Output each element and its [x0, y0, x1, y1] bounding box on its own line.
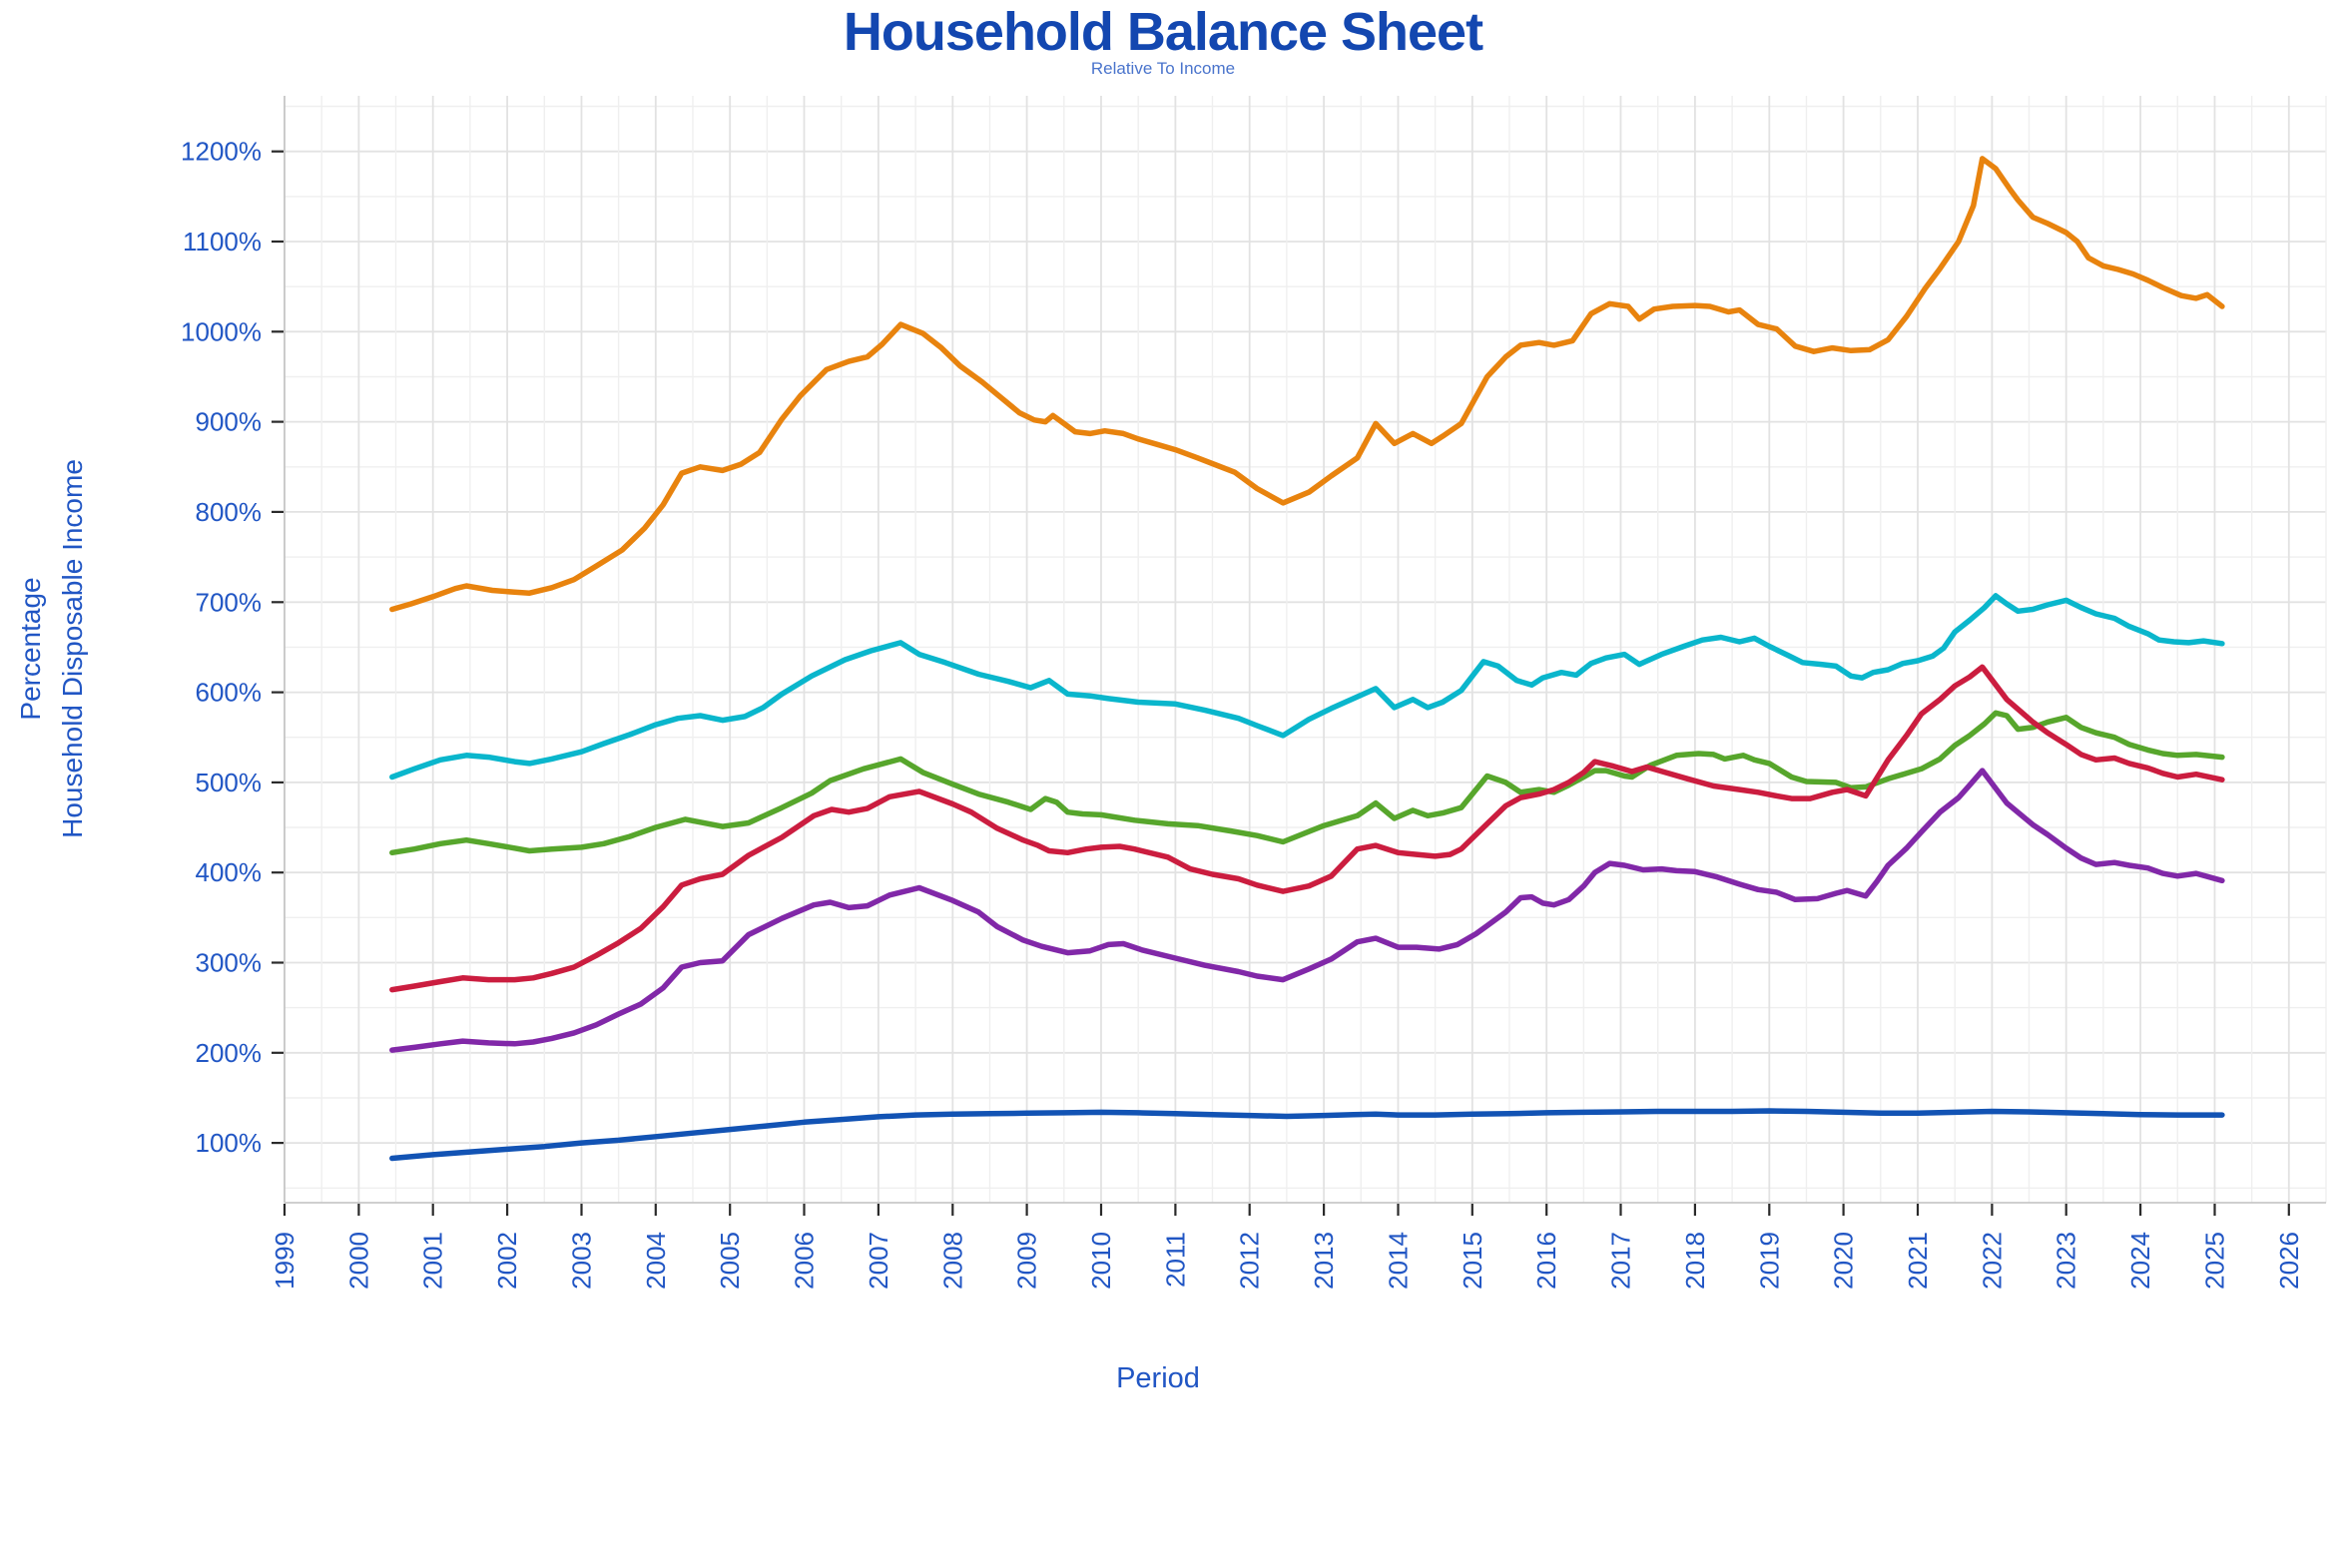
series-lines	[389, 156, 2225, 1162]
x-tick-label: 2020	[1829, 1232, 1859, 1290]
y-axis-title-line2: Household Disposable Income	[57, 459, 88, 838]
y-tick-label: 900%	[196, 407, 263, 437]
x-tick-label: 2003	[567, 1232, 597, 1290]
x-tick-label: 2005	[715, 1232, 745, 1290]
series-line-household-financial-assets	[389, 593, 2225, 781]
series-line-household-financial-liabilities	[389, 1108, 2225, 1162]
x-tick-label: 2000	[343, 1232, 373, 1290]
y-axis-title-line1: Percentage	[15, 577, 46, 720]
x-tick-label: 2010	[1086, 1232, 1116, 1290]
x-tick-label: 2011	[1160, 1232, 1190, 1288]
axis-ticks: 100% 200% 300% 400% 500% 600% 700% 800% 900% 1000…	[181, 137, 2304, 1290]
x-tick-label: 2014	[1384, 1232, 1414, 1290]
series-line-net-equity-in-housing	[389, 768, 2225, 1053]
x-tick-label: 2004	[641, 1232, 671, 1290]
x-tick-label: 2006	[790, 1232, 820, 1290]
y-tick-label: 800%	[196, 497, 263, 527]
x-tick-label: 2019	[1754, 1232, 1784, 1290]
x-tick-label: 1999	[270, 1232, 299, 1290]
x-tick-label: 2024	[2125, 1232, 2155, 1290]
x-tick-label: 2022	[1977, 1232, 2007, 1290]
x-tick-label: 2013	[1309, 1232, 1339, 1290]
x-tick-label: 2026	[2274, 1232, 2304, 1290]
x-tick-label: 2015	[1458, 1232, 1487, 1290]
y-tick-label: 600%	[196, 678, 263, 708]
y-tick-label: 700%	[196, 587, 263, 617]
x-tick-label: 2008	[937, 1232, 967, 1290]
y-tick-label: 300%	[196, 948, 263, 978]
page-title: Household Balance Sheet	[843, 2, 1483, 62]
y-tick-label: 200%	[196, 1038, 263, 1068]
x-tick-label: 2021	[1903, 1232, 1933, 1290]
x-tick-label: 2017	[1606, 1232, 1636, 1290]
y-tick-label: 1100%	[183, 227, 262, 257]
x-tick-label: 2002	[492, 1232, 522, 1290]
x-axis-title: Period	[1116, 1362, 1200, 1394]
x-tick-label: 2012	[1235, 1232, 1265, 1290]
x-tick-label: 2009	[1012, 1232, 1042, 1290]
x-tick-label: 2007	[864, 1232, 893, 1290]
x-tick-label: 2025	[2200, 1232, 2230, 1290]
y-tick-label: 400%	[196, 857, 263, 887]
series-line-household-net-wealth	[389, 156, 2225, 613]
x-tick-label: 2016	[1531, 1232, 1561, 1290]
series-line-household-net-financial-wealth	[389, 710, 2225, 856]
x-tick-label: 2023	[2051, 1232, 2081, 1290]
y-tick-label: 1000%	[181, 316, 262, 346]
grid	[284, 96, 2327, 1203]
y-tick-label: 100%	[196, 1128, 263, 1158]
y-tick-label: 500%	[196, 768, 263, 797]
series-line-housing-and-land-value	[389, 664, 2225, 993]
legend: Components Household financial assetsHou…	[0, 1427, 2344, 1568]
x-tick-label: 2018	[1680, 1232, 1710, 1290]
chart-header: Household Balance Sheet Relative To Inco…	[0, 4, 2326, 78]
y-tick-label: 1200%	[181, 137, 262, 167]
page-subtitle: Relative To Income	[1090, 59, 1236, 78]
x-tick-label: 2001	[418, 1232, 448, 1290]
